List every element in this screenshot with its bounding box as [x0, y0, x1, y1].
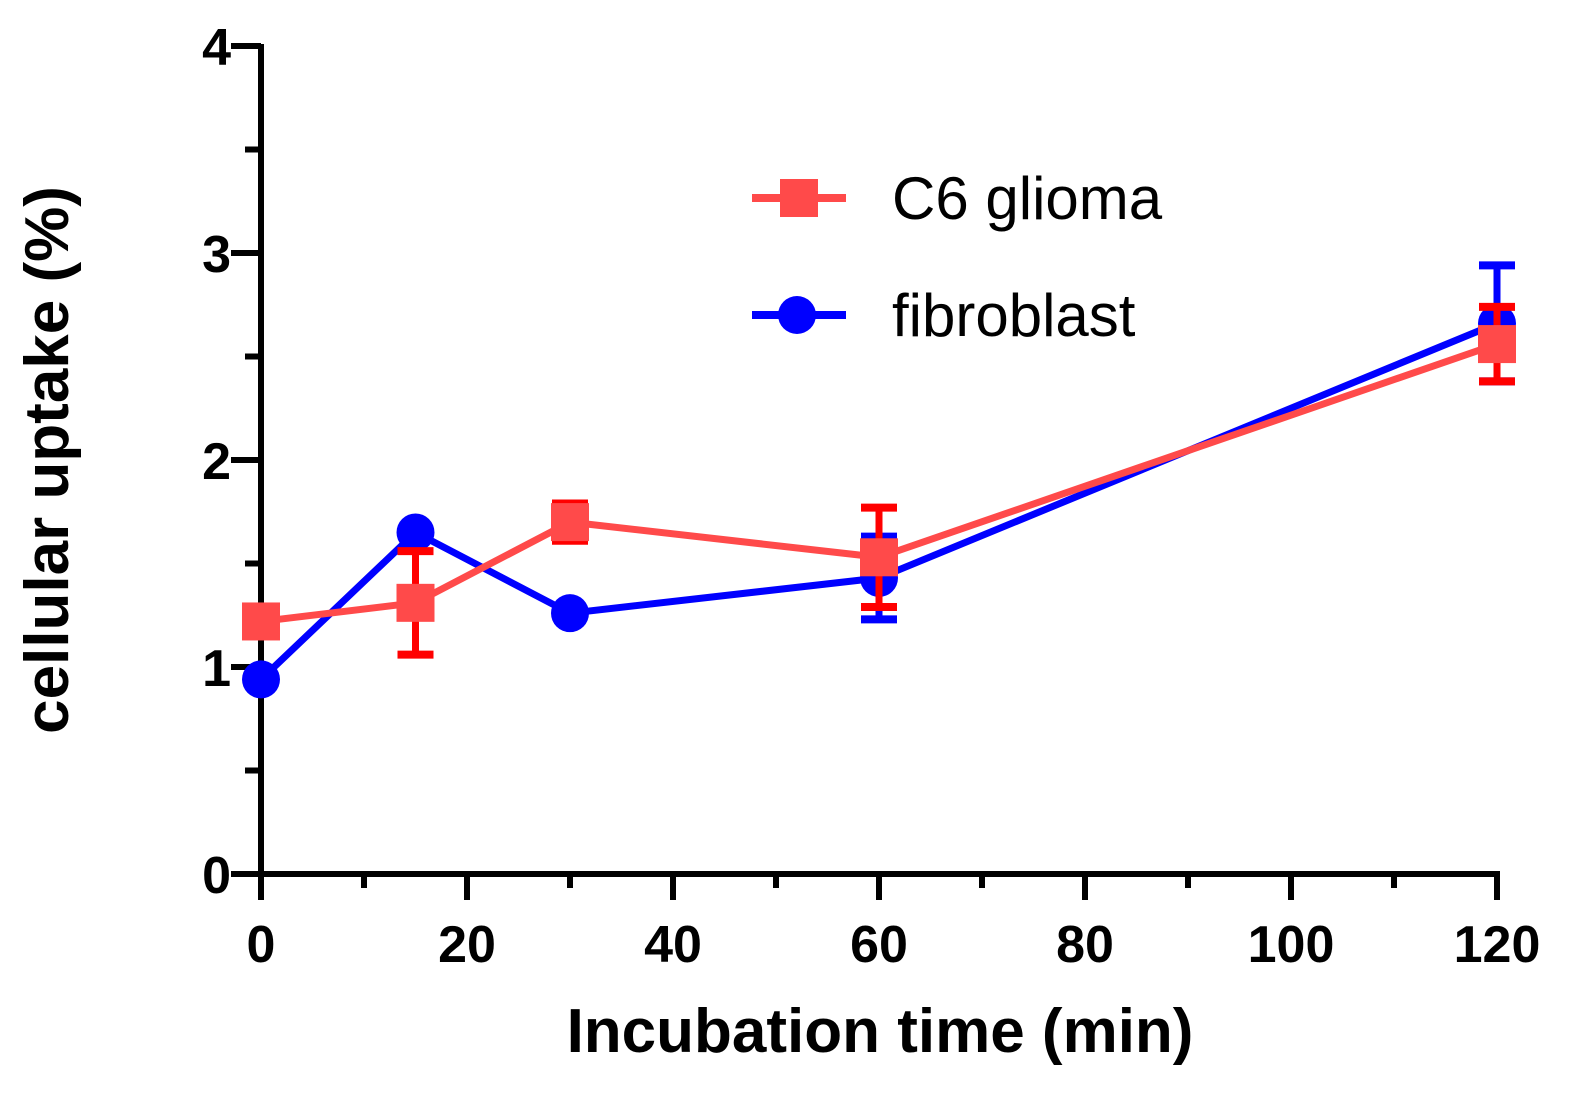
legend-item-fibroblast: fibroblast [752, 282, 1136, 349]
x-tick-label: 0 [247, 916, 276, 974]
y-tick-label: 4 [202, 19, 231, 77]
x-tick-label: 40 [644, 916, 702, 974]
y-axis-title: cellular uptake (%) [13, 186, 82, 734]
x-tick-label: 100 [1248, 916, 1335, 974]
plot-area [242, 261, 1516, 699]
x-tick-label: 60 [850, 916, 908, 974]
x-tick-label: 80 [1056, 916, 1114, 974]
y-tick-label: 2 [202, 433, 231, 491]
legend: C6 glioma fibroblast [752, 165, 1163, 349]
y-tick-label: 3 [202, 226, 231, 284]
data-point [1478, 325, 1516, 364]
y-tick-label: 0 [202, 847, 231, 905]
series-fibroblast [242, 261, 1516, 699]
data-point [242, 602, 280, 641]
series-c6-glioma [242, 302, 1516, 659]
legend-label: C6 glioma [892, 165, 1163, 232]
x-tick-label: 120 [1454, 916, 1541, 974]
data-point [396, 513, 435, 552]
legend-item-c6-glioma: C6 glioma [752, 165, 1163, 232]
legend-marker [778, 296, 816, 334]
y-tick-label: 1 [202, 640, 231, 698]
x-tick-label: 20 [438, 916, 496, 974]
data-point [860, 538, 898, 577]
series-line [258, 320, 1499, 682]
data-point [242, 660, 280, 699]
data-point [551, 594, 589, 633]
x-axis-title: Incubation time (min) [567, 997, 1194, 1066]
data-point [551, 503, 589, 542]
legend-label: fibroblast [892, 282, 1136, 349]
legend-marker [780, 179, 818, 217]
data-point [396, 583, 435, 622]
